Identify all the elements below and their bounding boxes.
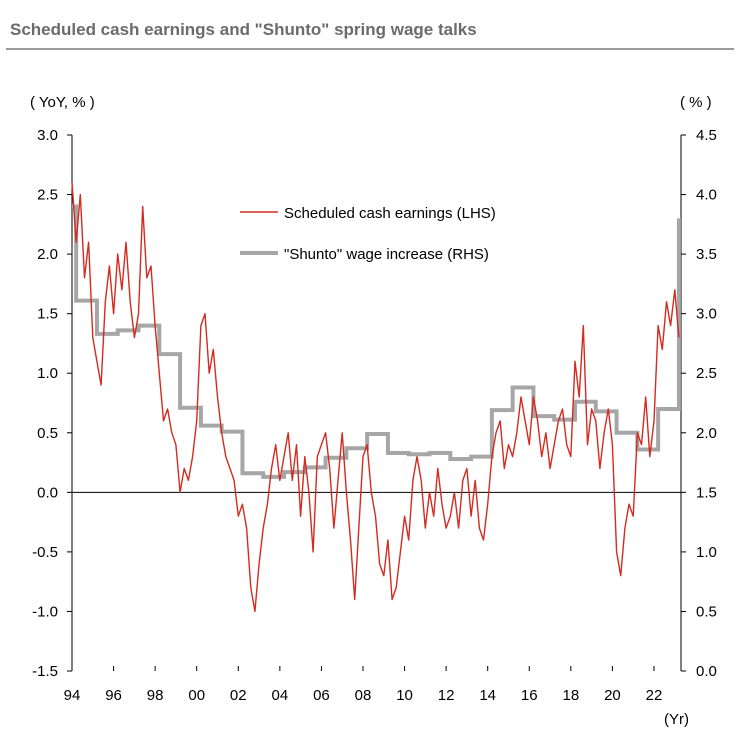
- x-tick-label: 08: [355, 687, 372, 704]
- left-tick-label: 3.0: [37, 127, 58, 144]
- x-tick-label: 98: [147, 687, 164, 704]
- left-tick-label: 2.5: [37, 187, 58, 204]
- left-tick-label: -0.5: [32, 544, 58, 561]
- series-shunto-line: [72, 204, 681, 479]
- right-tick-label: 2.5: [696, 365, 717, 382]
- x-axis-label: (Yr): [664, 711, 689, 728]
- title-divider: [6, 48, 734, 50]
- x-tick-label: 10: [396, 687, 413, 704]
- right-tick-label: 3.0: [696, 306, 717, 323]
- x-tick-label: 06: [313, 687, 330, 704]
- left-axis-label: ( YoY, % ): [30, 94, 95, 111]
- right-tick-label: 0.0: [696, 663, 717, 680]
- right-tick-label: 3.5: [696, 246, 717, 263]
- right-tick-label: 2.0: [696, 425, 717, 442]
- x-tick-label: 14: [479, 687, 496, 704]
- x-tick-label: 20: [604, 687, 621, 704]
- x-tick-label: 16: [521, 687, 538, 704]
- x-tick-label: 12: [438, 687, 455, 704]
- series-earnings-line: [71, 182, 680, 613]
- axes-layer: 3.0 2.5 2.0 1.5 1.0 0.5 0.0 -0.5 -1.0 -1.5 4.5 4.0 3…: [32, 127, 717, 704]
- right-tick-label: 4.5: [696, 127, 717, 144]
- chart-title: Scheduled cash earnings and "Shunto" spr…: [10, 20, 477, 39]
- x-tick-label: 94: [64, 687, 81, 704]
- right-tick-label: 0.5: [696, 603, 717, 620]
- left-tick-label: 2.0: [37, 246, 58, 263]
- x-tick-label: 96: [105, 687, 122, 704]
- left-tick-label: 1.5: [37, 306, 58, 323]
- right-tick-label: 1.5: [696, 484, 717, 501]
- left-tick-label: 0.5: [37, 425, 58, 442]
- x-tick-label: 00: [188, 687, 205, 704]
- x-tick-label: 02: [230, 687, 247, 704]
- left-tick-label: 1.0: [37, 365, 58, 382]
- left-tick-label: -1.0: [32, 603, 58, 620]
- legend-label-shunto: "Shunto" wage increase (RHS): [284, 246, 489, 263]
- legend: Scheduled cash earnings (LHS) "Shunto" w…: [240, 205, 496, 263]
- right-axis-label: ( % ): [680, 94, 712, 111]
- series-layer: [71, 182, 681, 613]
- x-tick-label: 18: [562, 687, 579, 704]
- left-tick-label: -1.5: [32, 663, 58, 680]
- legend-label-earnings: Scheduled cash earnings (LHS): [284, 205, 496, 222]
- x-tick-label: 04: [272, 687, 289, 704]
- right-tick-label: 1.0: [696, 544, 717, 561]
- x-tick-label: 22: [646, 687, 663, 704]
- right-tick-label: 4.0: [696, 187, 717, 204]
- left-tick-label: 0.0: [37, 484, 58, 501]
